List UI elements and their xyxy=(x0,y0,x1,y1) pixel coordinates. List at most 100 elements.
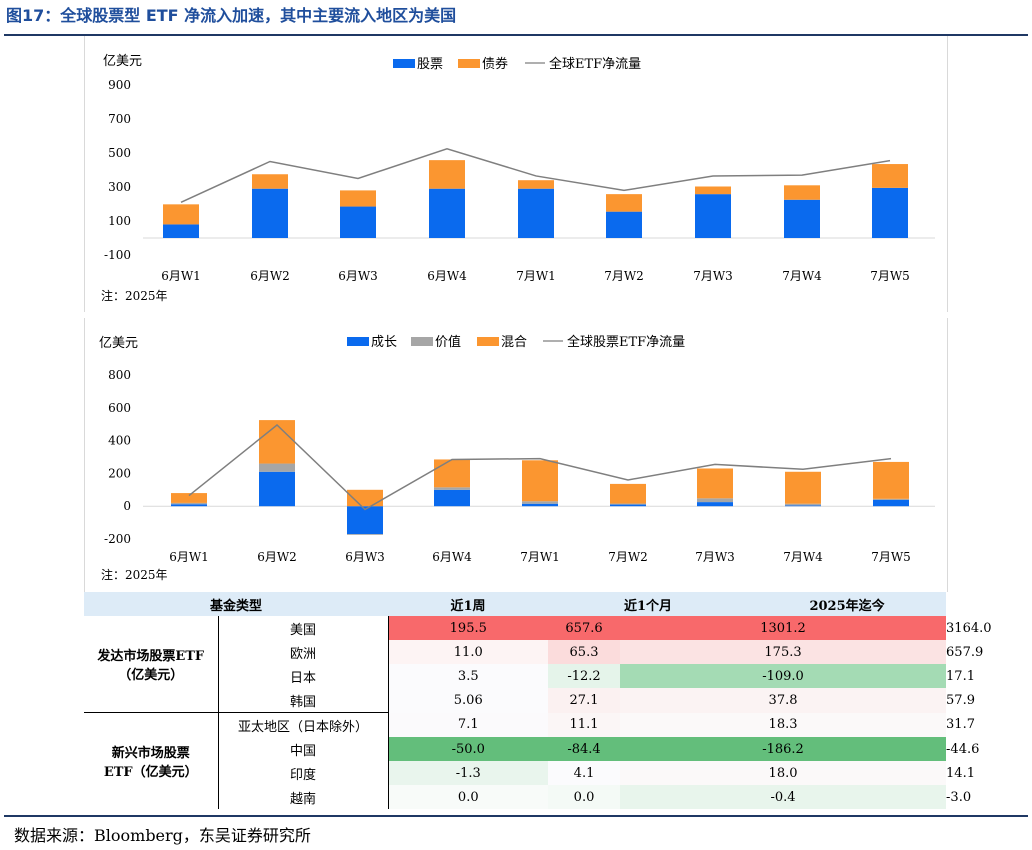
bar-价值 xyxy=(259,463,295,472)
bar-股票 xyxy=(252,188,288,238)
x-tick-label: 7月W4 xyxy=(782,269,822,283)
group-label: 新兴市场股票 ETF（亿美元） xyxy=(84,712,219,809)
x-tick-label: 7月W1 xyxy=(516,269,556,283)
legend-swatch-价值 xyxy=(411,337,433,346)
y-tick-label: 500 xyxy=(108,146,131,160)
bar-价值 xyxy=(347,534,383,535)
y-tick-label: -100 xyxy=(104,248,131,262)
bar-债券 xyxy=(518,180,554,189)
chart-panel-1: 亿美元 -100 100 300 500 700 900 6月W1 6月W2 6月W3 6月W4 7月… xyxy=(84,36,948,312)
table-row: 中国 -50.0 -84.4 -186.2 -44.6 xyxy=(84,737,979,761)
legend-label-成长: 成长 xyxy=(371,335,397,350)
header-1m: 近1个月 xyxy=(548,592,749,616)
fund-flow-table: 基金类型 近1周 近1个月 2025年迄今 发达市场股票ETF （亿美元） 美国 19… xyxy=(84,592,992,809)
region-name: 美国 xyxy=(218,616,389,640)
group-label-line1: 发达市场股票ETF xyxy=(97,649,205,664)
bar-股票 xyxy=(695,194,731,238)
bar-债券 xyxy=(252,174,288,189)
chart-1: 亿美元 -100 100 300 500 700 900 6月W1 6月W2 6月W3 6月W4 7月… xyxy=(101,54,935,303)
value-cell: -1.3 xyxy=(388,761,549,785)
group-label: 发达市场股票ETF （亿美元） xyxy=(84,616,219,713)
region-name: 韩国 xyxy=(218,688,389,713)
y-tick-label: -200 xyxy=(104,532,131,546)
line-全球股票ETF净流量 xyxy=(188,424,892,511)
legend-label-债券: 债券 xyxy=(482,56,508,72)
bar-成长 xyxy=(610,504,646,507)
header-ytd: 2025年迄今 xyxy=(748,592,947,616)
y-tick-label: 600 xyxy=(108,401,131,415)
chart-note: 注：2025年 xyxy=(101,288,168,303)
x-tick-label: 7月W5 xyxy=(871,550,911,564)
region-name: 越南 xyxy=(218,785,389,809)
bar-股票 xyxy=(429,188,465,238)
value-cell: 657.6 xyxy=(548,616,621,640)
bar-成长 xyxy=(434,489,470,507)
value-cell: 0.0 xyxy=(388,785,549,809)
value-cell: 195.5 xyxy=(388,616,549,640)
header-1w: 近1周 xyxy=(388,592,549,616)
bar-混合 xyxy=(171,493,207,503)
legend-label-混合: 混合 xyxy=(501,335,527,350)
x-tick-label: 6月W3 xyxy=(338,269,378,283)
bar-混合 xyxy=(610,483,646,504)
y-tick-label: 0 xyxy=(123,499,131,513)
bar-混合 xyxy=(873,461,909,499)
legend-label-全球ETF净流量: 全球ETF净流量 xyxy=(549,56,641,72)
y-tick-label: 400 xyxy=(108,434,131,448)
bar-债券 xyxy=(872,164,908,188)
value-cell: 7.1 xyxy=(388,712,549,737)
y-tick-label: 800 xyxy=(108,368,131,382)
bar-价值 xyxy=(697,498,733,503)
bar-成长 xyxy=(522,503,558,507)
region-name: 印度 xyxy=(218,761,389,785)
legend-swatch-股票 xyxy=(393,59,415,68)
y-tick-label: 900 xyxy=(108,78,131,92)
value-cell: 0.0 xyxy=(548,785,621,809)
bar-价值 xyxy=(785,503,821,506)
x-tick-label: 7月W4 xyxy=(783,550,823,564)
y-tick-label: 700 xyxy=(108,112,131,126)
table-row: 印度 -1.3 4.1 18.0 14.1 xyxy=(84,761,975,785)
bar-债券 xyxy=(163,204,199,225)
bar-混合 xyxy=(522,460,558,502)
bar-成长 xyxy=(873,499,909,507)
value-cell: -12.2 xyxy=(548,664,621,688)
bar-股票 xyxy=(784,199,820,238)
region-name: 欧洲 xyxy=(218,640,389,664)
header-fund-type: 基金类型 xyxy=(84,592,389,616)
bar-成长 xyxy=(785,505,821,507)
line-全球ETF净流量 xyxy=(180,147,891,203)
value-cell: -84.4 xyxy=(548,737,621,761)
value-cell: 37.8 xyxy=(620,688,947,713)
group-label-line2: （亿美元） xyxy=(118,668,184,683)
value-cell: 11.1 xyxy=(548,712,621,737)
value-cell: 65.3 xyxy=(548,640,621,664)
bar-债券 xyxy=(429,160,465,189)
value-cell: 11.0 xyxy=(388,640,549,664)
bar-价值 xyxy=(434,487,470,490)
bar-混合 xyxy=(347,489,383,507)
value-cell: -186.2 xyxy=(620,737,947,761)
bar-价值 xyxy=(522,501,558,504)
table-header-row: 基金类型 近1周 近1个月 2025年迄今 xyxy=(84,592,947,616)
value-cell: -50.0 xyxy=(388,737,549,761)
value-cell: 4.1 xyxy=(548,761,621,785)
table-row: 韩国 5.06 27.1 37.8 57.9 xyxy=(84,688,975,713)
x-tick-label: 6月W4 xyxy=(427,269,467,283)
bar-价值 xyxy=(873,498,909,500)
bar-成长 xyxy=(259,471,295,507)
value-cell: 1301.2 xyxy=(620,616,947,640)
region-name: 亚太地区（日本除外） xyxy=(218,712,389,737)
value-cell: 27.1 xyxy=(548,688,621,713)
y-tick-label: 300 xyxy=(108,180,131,194)
x-tick-label: 6月W2 xyxy=(257,550,297,564)
y-tick-label: 100 xyxy=(108,214,131,228)
legend-swatch-混合 xyxy=(477,337,499,346)
y-tick-label: 200 xyxy=(108,466,131,480)
value-cell: -0.4 xyxy=(620,785,947,809)
region-name: 日本 xyxy=(218,664,389,688)
legend-label-价值: 价值 xyxy=(435,334,461,350)
bar-股票 xyxy=(606,211,642,238)
x-tick-label: 6月W4 xyxy=(432,550,472,564)
bar-混合 xyxy=(259,420,295,464)
